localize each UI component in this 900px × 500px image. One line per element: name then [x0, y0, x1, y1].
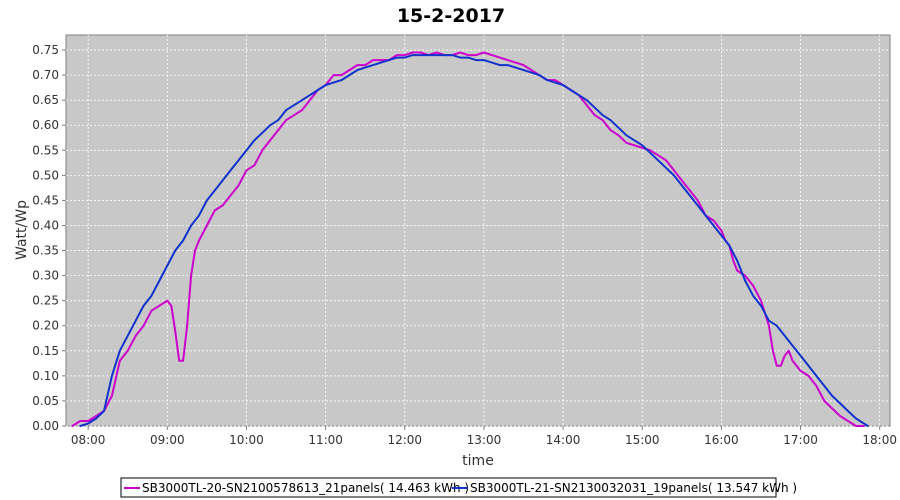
y-tick-label: 0.35 — [32, 244, 59, 258]
x-tick-label: 16:00 — [704, 433, 739, 447]
series-line-2 — [79, 54, 869, 427]
chart-title: 15-2-2017 — [397, 5, 505, 27]
legend-label-series-1: SB3000TL-20-SN2100578613_21panels( 14.46… — [142, 481, 469, 495]
x-tick-label: 11:00 — [308, 433, 343, 447]
x-tick-label: 13:00 — [467, 433, 502, 447]
x-tick-label: 08:00 — [71, 433, 106, 447]
y-tick-label: 0.60 — [32, 118, 59, 132]
x-tick-label: 12:00 — [387, 433, 422, 447]
x-tick-label: 10:00 — [229, 433, 264, 447]
legend-label-series-2: SB3000TL-21-SN2130032031_19panels( 13.54… — [470, 481, 797, 495]
y-tick-label: 0.45 — [32, 193, 59, 207]
y-tick-label: 0.40 — [32, 218, 59, 232]
y-tick-label: 0.65 — [32, 93, 59, 107]
y-tick-label: 0.15 — [32, 344, 59, 358]
x-tick-label: 18:00 — [862, 433, 897, 447]
y-tick-label: 0.05 — [32, 394, 59, 408]
legend: SB3000TL-20-SN2100578613_21panels( 14.46… — [120, 477, 797, 498]
y-axis-label: Watt/Wp — [14, 200, 30, 260]
y-tick-label: 0.50 — [32, 168, 59, 182]
x-tick-label: 17:00 — [783, 433, 818, 447]
y-tick-label: 0.10 — [32, 369, 59, 383]
x-tick-label: 14:00 — [546, 433, 581, 447]
plot-area — [65, 34, 891, 427]
x-axis-ticks: 08:00 09:00 10:00 11:00 12:00 13:00 14:00 15:00… — [71, 426, 897, 447]
x-tick-label: 09:00 — [150, 433, 185, 447]
legend-box — [120, 477, 777, 498]
series-lines — [71, 51, 869, 427]
y-tick-label: 0.70 — [32, 68, 59, 82]
y-tick-label: 0.30 — [32, 269, 59, 283]
y-tick-label: 0.25 — [32, 294, 59, 308]
y-tick-label: 0.55 — [32, 143, 59, 157]
y-tick-label: 0.75 — [32, 43, 59, 57]
x-tick-label: 15:00 — [625, 433, 660, 447]
grid — [66, 35, 890, 427]
y-axis-ticks: 0.00 0.05 0.10 0.15 0.20 0.25 0.30 0.35 0.40 0.45… — [32, 43, 66, 433]
y-tick-label: 0.20 — [32, 319, 59, 333]
y-tick-label: 0.00 — [32, 419, 59, 433]
x-axis-label: time — [462, 453, 494, 469]
